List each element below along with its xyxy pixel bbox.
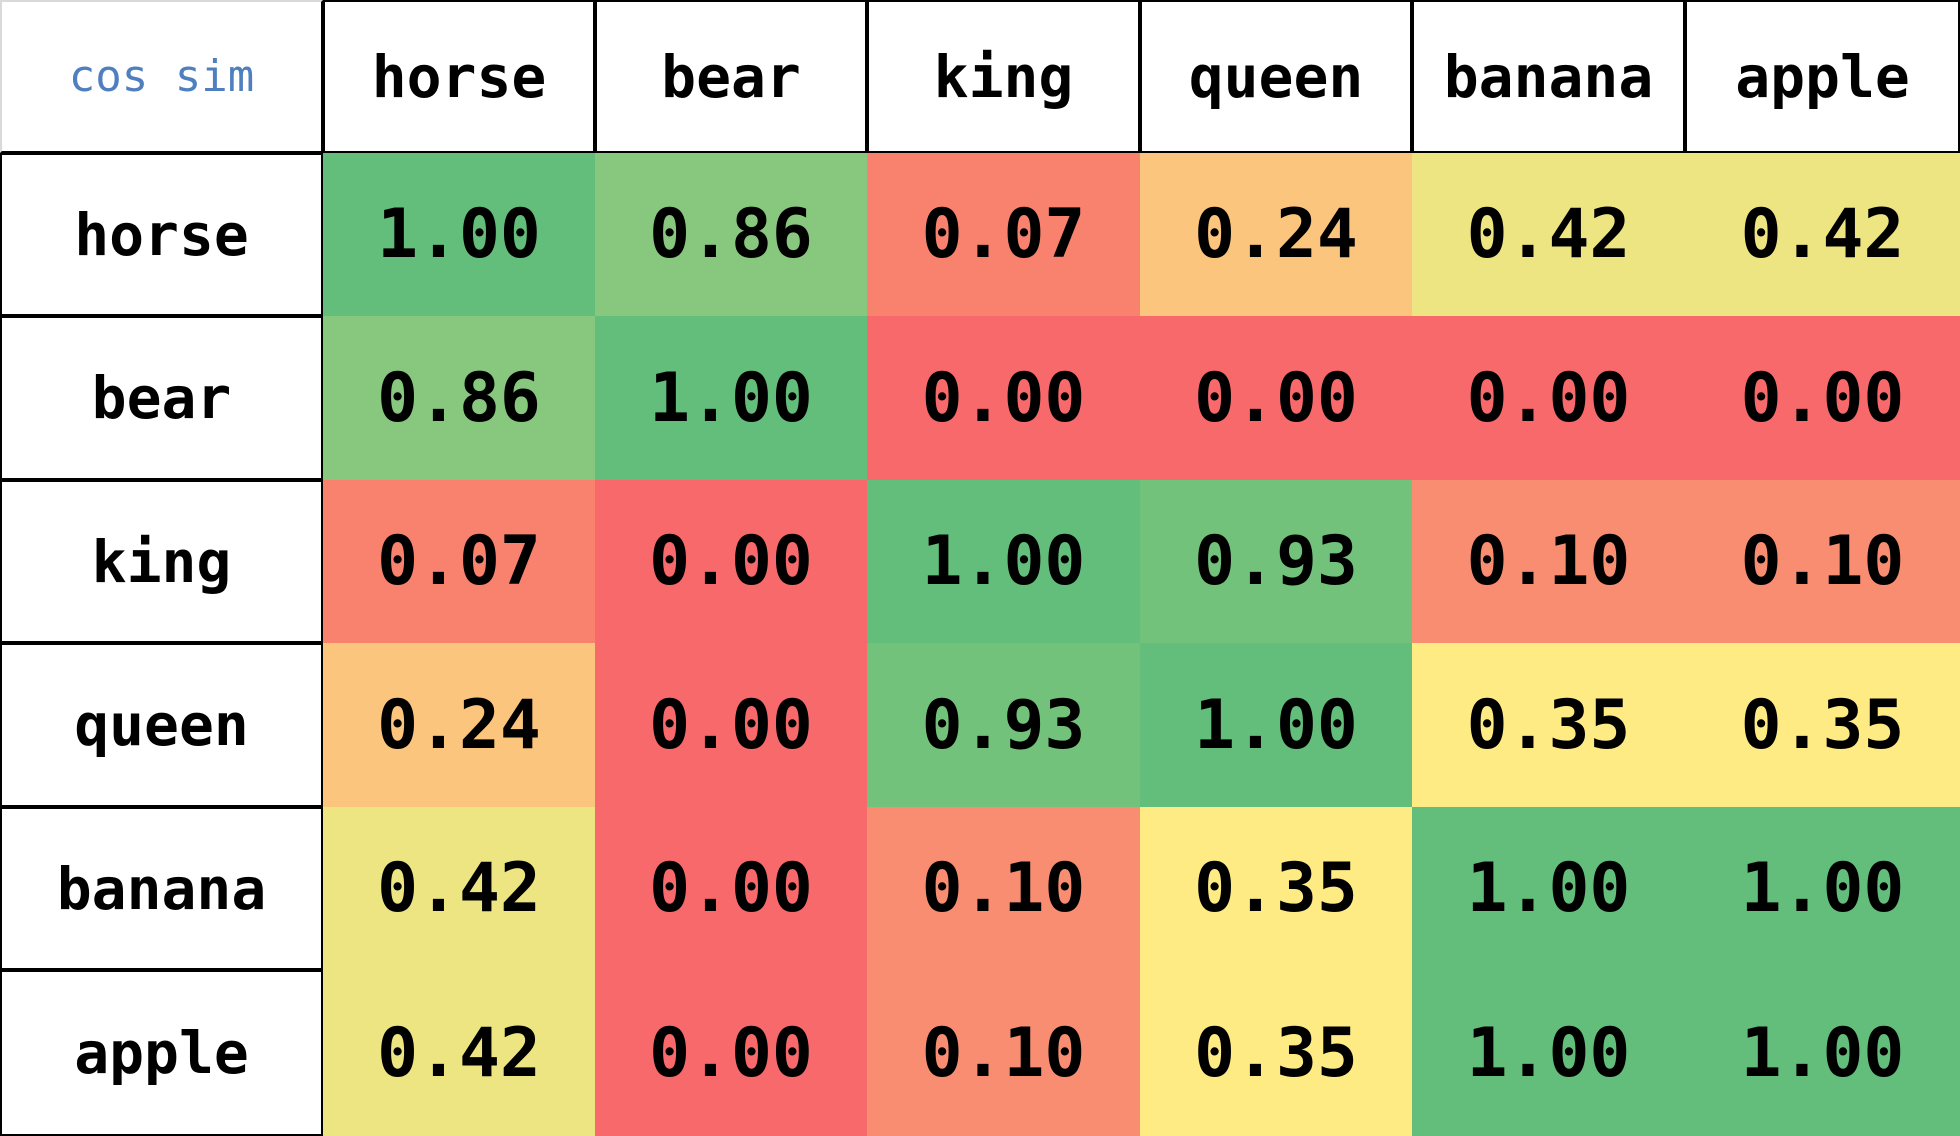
heatmap-cell: 0.35 [1140, 970, 1412, 1136]
row-header-bear: bear [0, 316, 323, 480]
row-header-horse: horse [0, 153, 323, 316]
heatmap-cell: 1.00 [1685, 807, 1960, 970]
heatmap-cell: 0.42 [1412, 153, 1685, 316]
column-header-banana: banana [1412, 0, 1685, 153]
heatmap-cell: 0.10 [1685, 480, 1960, 643]
heatmap-cell: 0.00 [867, 316, 1140, 480]
column-header-apple: apple [1685, 0, 1960, 153]
heatmap-cell: 0.10 [867, 807, 1140, 970]
heatmap-cell: 0.42 [1685, 153, 1960, 316]
heatmap-cell: 0.42 [323, 807, 595, 970]
heatmap-cell: 1.00 [595, 316, 867, 480]
row-header-banana: banana [0, 807, 323, 970]
column-header-horse: horse [323, 0, 595, 153]
row-header-queen: queen [0, 643, 323, 807]
corner-label: cos sim [0, 0, 323, 153]
heatmap-cell: 0.35 [1685, 643, 1960, 807]
heatmap-cell: 0.10 [1412, 480, 1685, 643]
heatmap-cell: 0.35 [1412, 643, 1685, 807]
heatmap-cell: 0.07 [323, 480, 595, 643]
heatmap-cell: 1.00 [1685, 970, 1960, 1136]
heatmap-cell: 1.00 [323, 153, 595, 316]
heatmap-cell: 0.00 [595, 970, 867, 1136]
heatmap-cell: 0.00 [595, 643, 867, 807]
row-header-king: king [0, 480, 323, 643]
heatmap-cell: 0.93 [867, 643, 1140, 807]
heatmap-cell: 0.35 [1140, 807, 1412, 970]
heatmap-cell: 0.42 [323, 970, 595, 1136]
heatmap-cell: 0.00 [595, 807, 867, 970]
heatmap-cell: 0.00 [1685, 316, 1960, 480]
heatmap-cell: 0.00 [595, 480, 867, 643]
heatmap-cell: 0.24 [1140, 153, 1412, 316]
row-header-apple: apple [0, 970, 323, 1136]
heatmap-cell: 1.00 [1140, 643, 1412, 807]
column-header-queen: queen [1140, 0, 1412, 153]
heatmap-cell: 0.00 [1412, 316, 1685, 480]
heatmap-cell: 0.93 [1140, 480, 1412, 643]
heatmap-cell: 1.00 [1412, 807, 1685, 970]
heatmap-cell: 0.24 [323, 643, 595, 807]
heatmap-cell: 1.00 [867, 480, 1140, 643]
column-header-bear: bear [595, 0, 867, 153]
column-header-king: king [867, 0, 1140, 153]
heatmap-cell: 0.86 [323, 316, 595, 480]
heatmap-cell: 0.10 [867, 970, 1140, 1136]
heatmap-cell: 0.07 [867, 153, 1140, 316]
heatmap-cell: 0.00 [1140, 316, 1412, 480]
heatmap-cell: 0.86 [595, 153, 867, 316]
heatmap-cell: 1.00 [1412, 970, 1685, 1136]
